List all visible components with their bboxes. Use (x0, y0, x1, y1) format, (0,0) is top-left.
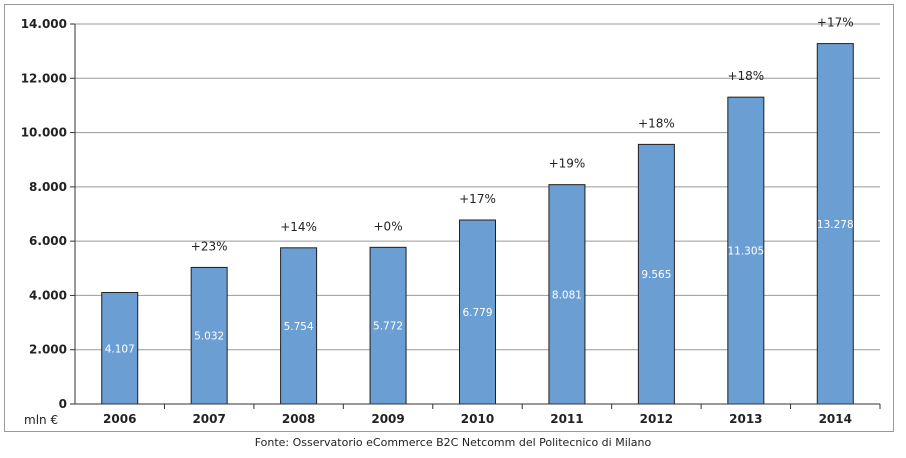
bar-2012 (637, 143, 675, 405)
x-tick-label-2006: 2006 (103, 412, 136, 426)
bar-2010 (459, 219, 496, 405)
source-note: Fonte: Osservatorio eCommerce B2C Netcom… (254, 436, 652, 449)
bar-2014 (816, 43, 854, 405)
y-tick-label: 6.000 (29, 234, 67, 248)
x-tick-label-2012: 2012 (640, 412, 673, 426)
y-tick-label: 10.000 (21, 126, 67, 140)
growth-label-2013: +18% (727, 69, 764, 83)
growth-label-2011: +19% (549, 157, 586, 171)
growth-label-2010: +17% (459, 192, 496, 206)
y-tick-label: 8.000 (29, 180, 67, 194)
x-tick-label-2013: 2013 (729, 412, 762, 426)
y-tick-label: 4.000 (29, 288, 67, 302)
value-label-2007: 5.032 (194, 331, 224, 343)
x-tick-label-2010: 2010 (461, 412, 494, 426)
value-label-2014: 13.278 (817, 219, 854, 231)
growth-label-2008: +14% (280, 220, 317, 234)
bar-2008 (280, 247, 318, 405)
x-tick-label-2007: 2007 (192, 412, 225, 426)
growth-label-2009: +0% (374, 219, 403, 233)
value-label-2006: 4.107 (105, 343, 135, 355)
y-tick-label: 12.000 (21, 71, 67, 85)
bar-2009 (369, 246, 407, 405)
unit-label: mln € (24, 413, 58, 427)
bar-2011 (548, 184, 586, 405)
x-tick-label-2008: 2008 (282, 412, 315, 426)
x-tick-label-2009: 2009 (371, 412, 404, 426)
growth-label-2014: +17% (817, 16, 854, 30)
value-label-2013: 11.305 (727, 246, 764, 258)
value-label-2009: 5.772 (373, 321, 403, 333)
y-tick-label: 0 (59, 397, 67, 411)
y-tick-label: 2.000 (29, 343, 67, 357)
bar-chart: 4.107 5.032 +23% 5.754 +14% 5.772 +0% 6.779 +17%… (21, 16, 881, 427)
value-label-2008: 5.754 (284, 321, 314, 333)
value-label-2011: 8.081 (552, 289, 582, 301)
growth-label-2007: +23% (191, 239, 228, 253)
value-label-2010: 6.779 (462, 307, 492, 319)
value-label-2012: 9.565 (641, 269, 671, 281)
bars: 4.107 5.032 +23% 5.754 +14% 5.772 +0% 6.779 +17%… (101, 16, 854, 405)
axes: 0 2.000 4.000 6.000 8.000 10.000 12.000 14.000 2… (21, 17, 881, 426)
bar-2007 (190, 266, 228, 405)
bar-2006 (101, 292, 139, 405)
x-tick-label-2014: 2014 (819, 412, 852, 426)
growth-label-2012: +18% (638, 116, 675, 130)
x-tick-label-2011: 2011 (550, 412, 583, 426)
y-tick-label: 14.000 (21, 17, 67, 31)
